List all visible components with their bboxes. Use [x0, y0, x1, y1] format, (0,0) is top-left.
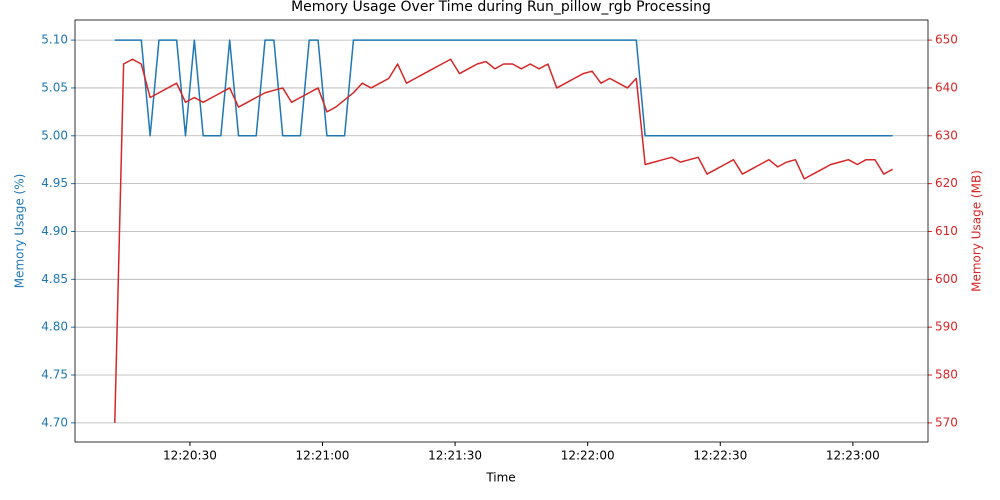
plot-frame — [74, 19, 929, 443]
y2-tick-label: 630 — [935, 128, 958, 142]
y2-tick-label: 600 — [935, 272, 958, 286]
data-line — [114, 39, 893, 137]
x-tick-label: 12:22:00 — [561, 449, 615, 463]
x-tick-label: 12:21:00 — [296, 449, 350, 463]
y-tick-label: 4.70 — [41, 415, 68, 429]
y2-tick-label: 580 — [935, 368, 958, 382]
x-tick-label: 12:22:30 — [693, 449, 747, 463]
y-tick-label: 5.10 — [41, 33, 68, 47]
y-tick-label: 5.05 — [41, 80, 68, 94]
y-tick-label: 4.90 — [41, 224, 68, 238]
x-axis-label: Time — [485, 471, 515, 485]
y-tick-label: 4.80 — [41, 320, 68, 334]
y-axis-label: Memory Usage (%) — [13, 174, 27, 289]
y-tick-label: 5.00 — [41, 128, 68, 142]
y2-tick-label: 610 — [935, 224, 958, 238]
x-tick-label: 12:21:30 — [428, 449, 482, 463]
y2-tick-label: 570 — [935, 415, 958, 429]
x-tick-label: 12:23:00 — [826, 449, 880, 463]
data-line — [114, 58, 893, 423]
y-tick-label: 4.85 — [41, 272, 68, 286]
x-tick-label: 12:20:30 — [163, 449, 217, 463]
chart-title: Memory Usage Over Time during Run_pillow… — [291, 0, 711, 15]
y-tick-label: 4.95 — [41, 176, 68, 190]
y2-tick-label: 590 — [935, 320, 958, 334]
y2-tick-label: 650 — [935, 33, 958, 47]
y2-axis-label: Memory Usage (MB) — [970, 170, 984, 292]
y2-tick-label: 640 — [935, 80, 958, 94]
y-tick-label: 4.75 — [41, 368, 68, 382]
y2-tick-label: 620 — [935, 176, 958, 190]
